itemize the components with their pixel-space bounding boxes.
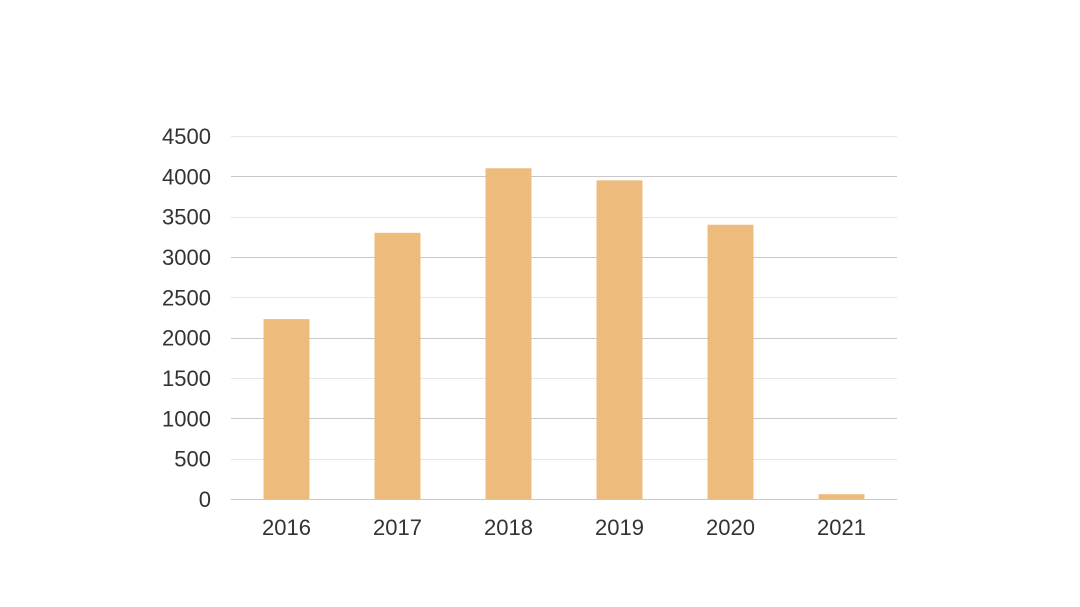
bar-2018 — [485, 168, 532, 499]
y-tick-label: 2500 — [162, 285, 211, 310]
y-tick-label: 2000 — [162, 326, 211, 351]
x-axis-ticks: 2016 2017 2018 2019 2020 2021 — [262, 515, 866, 540]
bar-2020 — [707, 224, 754, 499]
y-tick-label: 0 — [199, 487, 211, 512]
x-tick-label: 2020 — [706, 515, 755, 540]
x-tick-label: 2021 — [817, 515, 866, 540]
x-tick-label: 2016 — [262, 515, 311, 540]
bar-2019 — [596, 180, 643, 499]
y-tick-label: 1500 — [162, 366, 211, 391]
x-tick-label: 2018 — [484, 515, 533, 540]
y-tick-label: 500 — [174, 447, 211, 472]
y-tick-label: 3500 — [162, 205, 211, 230]
y-tick-label: 3000 — [162, 245, 211, 270]
y-axis-ticks: 0 500 1000 1500 2000 2500 3000 3500 4000 4500 — [162, 124, 211, 512]
y-tick-label: 4000 — [162, 164, 211, 189]
bar-2016 — [263, 319, 310, 499]
y-tick-label: 1000 — [162, 406, 211, 431]
gridlines — [231, 136, 897, 500]
bar-2017 — [374, 232, 421, 500]
bar-2021 — [818, 494, 865, 499]
x-tick-label: 2019 — [595, 515, 644, 540]
x-tick-label: 2017 — [373, 515, 422, 540]
y-tick-label: 4500 — [162, 124, 211, 149]
bars — [263, 168, 865, 500]
